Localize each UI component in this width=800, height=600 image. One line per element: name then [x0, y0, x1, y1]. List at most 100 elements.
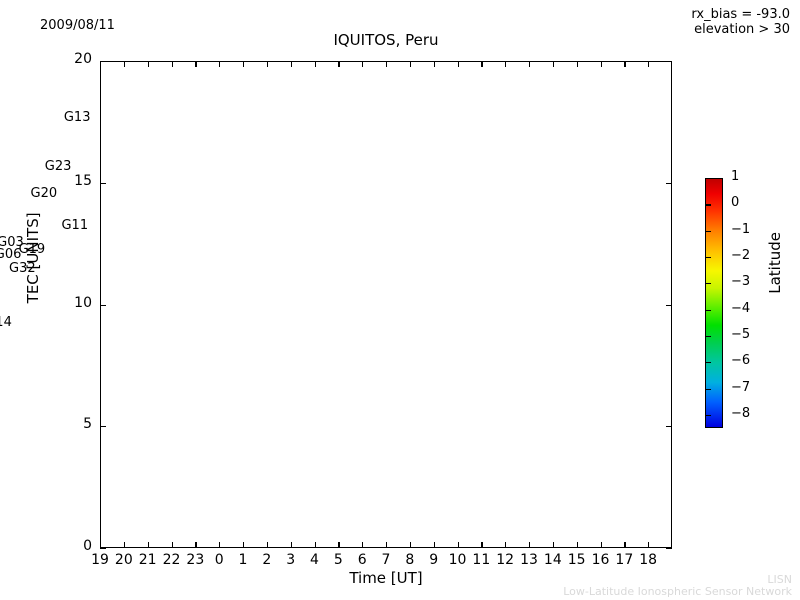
x-tick-mark [266, 542, 269, 548]
x-tick-label: 9 [429, 552, 439, 568]
watermark-long: Low-Latitude Ionospheric Sensor Network [563, 585, 792, 598]
series-label-g11: G11 [61, 217, 89, 233]
y-tick-label: 0 [83, 538, 92, 554]
x-tick-mark-top [433, 61, 435, 67]
x-tick-mark-top [314, 61, 316, 67]
colorbar-tick-mark [705, 256, 711, 259]
x-tick-mark [338, 542, 340, 548]
x-tick-label: 2 [262, 552, 272, 568]
x-tick-mark [481, 542, 483, 548]
x-tick-mark [505, 542, 507, 548]
x-axis-label: Time [UT] [349, 569, 423, 587]
series-label-g19: G19 [18, 241, 46, 257]
x-tick-mark [409, 542, 412, 548]
x-tick-mark [243, 542, 245, 548]
colorbar-tick-label: −6 [731, 353, 751, 369]
x-tick-mark-top [600, 61, 602, 67]
y-tick-mark [100, 304, 106, 306]
y-tick-mark [100, 61, 106, 63]
x-tick-mark-top [290, 61, 292, 67]
colorbar-tick-label: 1 [731, 169, 740, 184]
x-tick-mark [314, 542, 316, 548]
x-tick-mark-top [648, 61, 650, 67]
y-tick-mark [100, 426, 106, 428]
y-tick-mark-right [666, 304, 672, 306]
colorbar-tick-mark [705, 204, 711, 206]
x-tick-mark-top [266, 61, 269, 67]
x-tick-mark [529, 542, 531, 548]
rx-bias-annotation: rx_bias = -93.0 [691, 7, 790, 22]
x-tick-mark-top [529, 61, 531, 67]
x-tick-mark-top [195, 61, 197, 67]
x-tick-mark [362, 542, 364, 548]
x-tick-mark-top [505, 61, 507, 67]
y-tick-mark-right [666, 61, 672, 63]
colorbar-tick-mark [705, 230, 711, 232]
x-tick-mark-top [457, 61, 459, 67]
x-tick-mark-top [552, 61, 555, 67]
elevation-annotation: elevation > 30 [694, 22, 790, 37]
series-label-g14: G14 [0, 314, 12, 330]
colorbar-tick-label: −7 [731, 379, 751, 395]
x-tick-mark-top [362, 61, 364, 67]
x-tick-mark-top [100, 61, 102, 67]
x-tick-label: 0 [214, 552, 224, 568]
colorbar-tick-mark [705, 335, 711, 338]
x-tick-label: 8 [405, 552, 415, 568]
x-tick-label: 15 [567, 552, 586, 568]
x-tick-label: 19 [91, 552, 109, 568]
series-label-g03: G03 [0, 234, 24, 250]
x-tick-mark-top [409, 61, 412, 67]
x-tick-mark [219, 542, 221, 548]
colorbar-tick-mark [705, 178, 711, 180]
colorbar [705, 178, 723, 428]
x-tick-mark-top [576, 61, 578, 67]
x-tick-label: 17 [615, 552, 634, 568]
x-tick-mark [433, 542, 435, 548]
colorbar-tick-mark [705, 283, 711, 285]
x-tick-label: 20 [114, 552, 133, 568]
colorbar-tick-label: −4 [731, 300, 751, 316]
x-tick-mark-top [481, 61, 483, 67]
x-tick-label: 4 [310, 552, 319, 568]
x-tick-mark-top [123, 61, 126, 67]
x-tick-mark [552, 542, 555, 548]
x-tick-mark-top [243, 61, 245, 67]
x-tick-label: 10 [448, 552, 467, 568]
x-tick-label: 1 [238, 552, 248, 568]
x-tick-mark-top [338, 61, 340, 67]
colorbar-tick-label: −1 [731, 221, 751, 237]
colorbar-gradient [706, 179, 722, 427]
y-tick-mark-right [666, 426, 672, 428]
colorbar-tick-mark [705, 362, 711, 364]
x-tick-mark [457, 542, 459, 548]
y-tick-label: 20 [74, 51, 92, 67]
x-tick-label: 23 [186, 552, 205, 568]
y-tick-label: 15 [74, 172, 92, 189]
series-label-g13: G13 [63, 110, 91, 126]
x-tick-label: 18 [639, 552, 658, 568]
x-tick-mark [123, 542, 126, 548]
x-tick-label: 21 [138, 552, 157, 568]
y-tick-mark-right [666, 182, 672, 184]
x-tick-mark-top [147, 61, 149, 67]
x-tick-mark [576, 542, 578, 548]
x-tick-mark-top [171, 61, 173, 67]
series-label-g32: G32 [9, 261, 36, 277]
chart-title: IQUITOS, Peru [333, 31, 439, 49]
series-label-g23: G23 [44, 159, 72, 175]
colorbar-tick-label: −3 [731, 274, 751, 290]
x-tick-mark [100, 542, 102, 548]
y-tick-mark [100, 182, 106, 184]
series-label-g20: G20 [30, 185, 58, 201]
x-tick-label: 5 [333, 552, 343, 568]
colorbar-tick-label: −8 [731, 405, 751, 421]
colorbar-tick-label: 0 [731, 195, 740, 211]
date-label: 2009/08/11 [40, 18, 115, 33]
x-tick-mark-top [624, 61, 626, 67]
colorbar-tick-mark [705, 388, 711, 390]
colorbar-tick-mark [705, 414, 711, 417]
